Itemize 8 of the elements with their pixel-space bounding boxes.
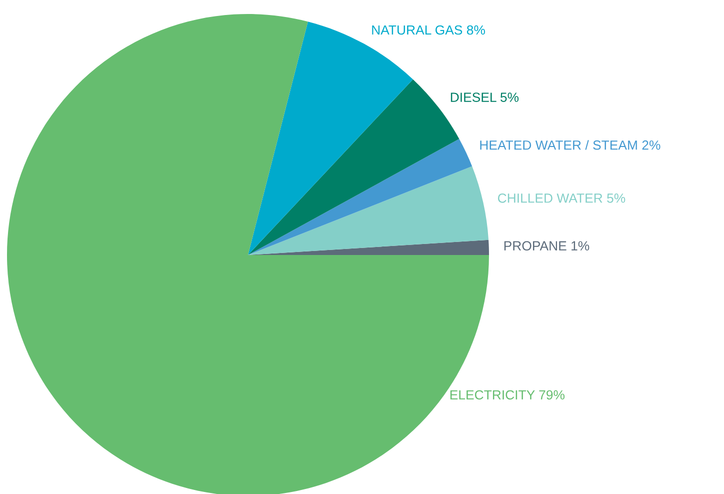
slice-label: CHILLED WATER 5% xyxy=(498,193,626,203)
slice-label: PROPANE 1% xyxy=(504,241,590,251)
slice-label: NATURAL GAS 8% xyxy=(372,25,485,35)
pie-slice xyxy=(248,138,472,255)
slice-label: DIESEL 5% xyxy=(450,92,519,102)
slice-label: ELECTRICITY 79% xyxy=(450,390,565,400)
slice-label: HEATED WATER / STEAM 2% xyxy=(480,140,660,150)
pie-slice xyxy=(248,166,489,255)
